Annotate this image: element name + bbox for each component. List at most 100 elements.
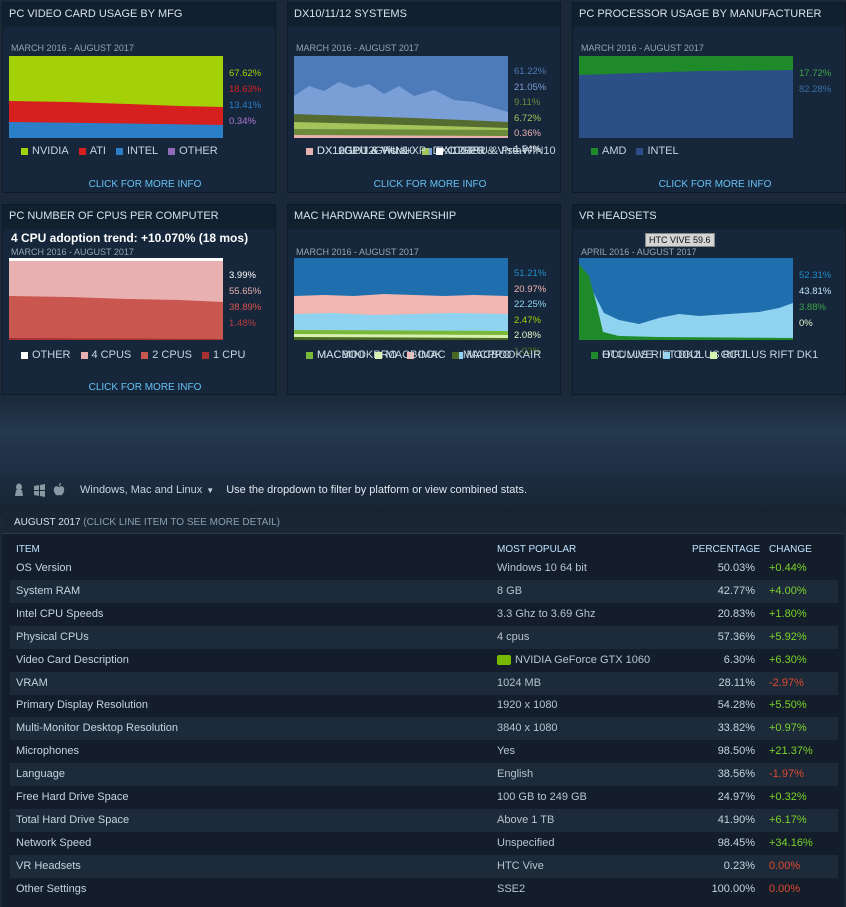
legend-item[interactable]: OCULUS RIFT DK2 [591, 344, 700, 367]
legend-item[interactable]: MACMINI [306, 344, 365, 367]
table-row[interactable]: VR Headsets HTC Vive 0.23% 0.00% [10, 854, 838, 878]
panel-vr-headsets[interactable]: VR HEADSETS APRIL 2016 - AUGUST 2017 52.… [572, 204, 846, 395]
table-row[interactable]: Primary Display Resolution 1920 x 1080 54.… [10, 694, 838, 717]
legend-swatch [436, 148, 444, 155]
legend-item[interactable]: MACBOOK [374, 344, 442, 367]
row-popular-value: Yes [497, 745, 515, 758]
legend-item[interactable]: ATI [78, 140, 106, 163]
legend-item[interactable]: 1 CPU [202, 344, 245, 367]
percent-value: 21.05% [514, 81, 547, 93]
row-percentage: 57.36% [717, 630, 755, 643]
more-info-link[interactable]: CLICK FOR MORE INFO [88, 382, 202, 393]
legend-item[interactable]: DX10GPU & Vista+ [421, 140, 528, 163]
legend-item[interactable]: INTEL [115, 140, 158, 163]
legend-label: IMAC [418, 349, 446, 361]
more-info-link[interactable]: CLICK FOR MORE INFO [88, 179, 202, 190]
row-popular-value: 4 cpus [497, 630, 530, 643]
legend-item[interactable]: DX10/11/12GPU & XP [306, 140, 426, 163]
table-row[interactable]: Multi-Monitor Desktop Resolution 3840 x 1… [10, 717, 838, 741]
row-percentage: 41.90% [717, 813, 755, 826]
percent-value: 1.03% [514, 345, 541, 357]
table-row[interactable]: System RAM 8 GB 42.77% +4.00% [10, 579, 838, 603]
legend-item[interactable]: MACBOOKAIR [455, 344, 541, 367]
area-chart[interactable] [9, 56, 223, 138]
percent-value: 0% [799, 318, 813, 329]
legend-row: MACBOOKPRO IMAC MACBOOKAIR [306, 344, 846, 367]
row-popular: 1920 x 1080 [497, 694, 558, 717]
apple-icon[interactable] [52, 482, 66, 498]
more-info-link[interactable]: CLICK FOR MORE INFO [658, 179, 772, 190]
legend-item[interactable]: 4 CPUS [80, 344, 132, 367]
legend-item[interactable]: 2 CPUS [141, 344, 192, 367]
table-row[interactable]: VRAM 1024 MB 28.11% -2.97% [10, 671, 838, 695]
table-row[interactable]: Microphones Yes 98.50% +21.37% [10, 740, 838, 763]
legend-label: INTEL [647, 145, 679, 157]
row-popular: English [497, 763, 533, 786]
area-chart[interactable] [579, 56, 793, 138]
legend-item[interactable]: OCULUS RIFT DK1 [709, 344, 818, 367]
area-chart[interactable] [294, 258, 508, 340]
legend-row: OTHER 4 CPUS 2 CPUS 1 CPU [21, 344, 846, 367]
windows-icon[interactable] [32, 482, 46, 498]
row-popular: 8 GB [497, 580, 522, 603]
table-row[interactable]: Network Speed Unspecified 98.45% +34.16% [10, 832, 838, 855]
legend-item[interactable]: NVIDIA [21, 140, 69, 163]
legend-swatch [451, 352, 459, 359]
percent-list: 17.72% 82.28% [799, 66, 831, 98]
legend-item[interactable]: AMD [591, 140, 626, 163]
legend-item[interactable]: OTHER [21, 344, 71, 367]
row-change: +0.32% [769, 791, 807, 803]
row-popular-value: 3.3 Ghz to 3.69 Ghz [497, 607, 596, 620]
legend-swatch [202, 352, 209, 359]
legend-swatch [168, 148, 176, 155]
row-popular-value: Windows 10 64 bit [497, 562, 587, 574]
table-row[interactable]: OS Version Windows 10 64 bit 50.03% +0.44% [10, 557, 838, 580]
legend-swatch [80, 352, 88, 359]
row-popular: Above 1 TB [497, 809, 554, 832]
legend-item[interactable]: INTEL [636, 140, 679, 163]
panel-dx-systems[interactable]: DX10/11/12 SYSTEMS MARCH 2016 - AUGUST 2… [287, 2, 561, 193]
linux-icon[interactable] [12, 482, 26, 498]
row-item: Language [16, 768, 65, 781]
legend-swatch [306, 148, 313, 155]
table-row[interactable]: Physical CPUs 4 cpus 57.36% +5.92% [10, 625, 838, 649]
table-row[interactable]: Free Hard Drive Space 100 GB to 249 GB 24.… [10, 786, 838, 809]
platform-dropdown[interactable]: Windows, Mac and Linux ▼ [80, 484, 214, 496]
row-item: Total Hard Drive Space [16, 813, 130, 826]
date-range: MARCH 2016 - AUGUST 2017 [296, 43, 419, 53]
legend-item[interactable]: MACPRO [451, 344, 511, 367]
legend-label: OTHER [447, 145, 486, 157]
row-change: +4.00% [769, 584, 807, 597]
legend-item[interactable]: DX12GPU & Pre-WIN10 [425, 140, 556, 163]
table-row[interactable]: Language English 38.56% -1.97% [10, 763, 838, 787]
area-chart[interactable] [294, 56, 508, 138]
row-popular-value: 8 GB [497, 584, 523, 597]
percent-value: 0.36% [514, 128, 541, 139]
legend-item[interactable]: OTHER [168, 140, 218, 163]
legend-item[interactable]: IMAC [407, 344, 446, 367]
percent-value: 67.62% [229, 68, 262, 79]
table-row[interactable]: Total Hard Drive Space Above 1 TB 41.90% +6… [10, 808, 838, 832]
panel-video-card[interactable]: PC VIDEO CARD USAGE BY MFG MARCH 2016 - … [2, 2, 276, 193]
panel-title: PC PROCESSOR USAGE BY MANUFACTURER [573, 3, 845, 27]
col-header-item: ITEM [16, 544, 40, 555]
legend-item[interactable]: OTHER [436, 140, 486, 163]
row-percentage: 38.56% [717, 768, 755, 781]
legend-swatch [591, 148, 598, 155]
table-row[interactable]: Other Settings SSE2 100.00% 0.00% [10, 878, 838, 901]
panel-cpus[interactable]: PC NUMBER OF CPUS PER COMPUTER 4 CPU ado… [2, 204, 276, 395]
row-change: +5.50% [769, 699, 807, 712]
panel-mac-hardware[interactable]: MAC HARDWARE OWNERSHIP MARCH 2016 - AUGU… [287, 204, 561, 395]
panel-processor[interactable]: PC PROCESSOR USAGE BY MANUFACTURER MARCH… [572, 2, 846, 193]
more-info-link[interactable]: CLICK FOR MORE INFO [373, 179, 487, 190]
row-popular: Yes [497, 740, 515, 763]
percent-value: 20.97% [514, 283, 547, 295]
legend-label: 2 CPUS [152, 349, 192, 361]
table-row[interactable]: Video Card Description NVIDIA GeForce GTX… [10, 649, 838, 672]
row-popular: 1024 MB [497, 672, 541, 695]
legend-label: 4 CPUS [91, 349, 132, 361]
row-item: System RAM [16, 584, 81, 597]
area-chart[interactable] [9, 258, 223, 340]
area-chart[interactable] [579, 258, 793, 340]
table-row[interactable]: Intel CPU Speeds 3.3 Ghz to 3.69 Ghz 20.83… [10, 603, 838, 626]
